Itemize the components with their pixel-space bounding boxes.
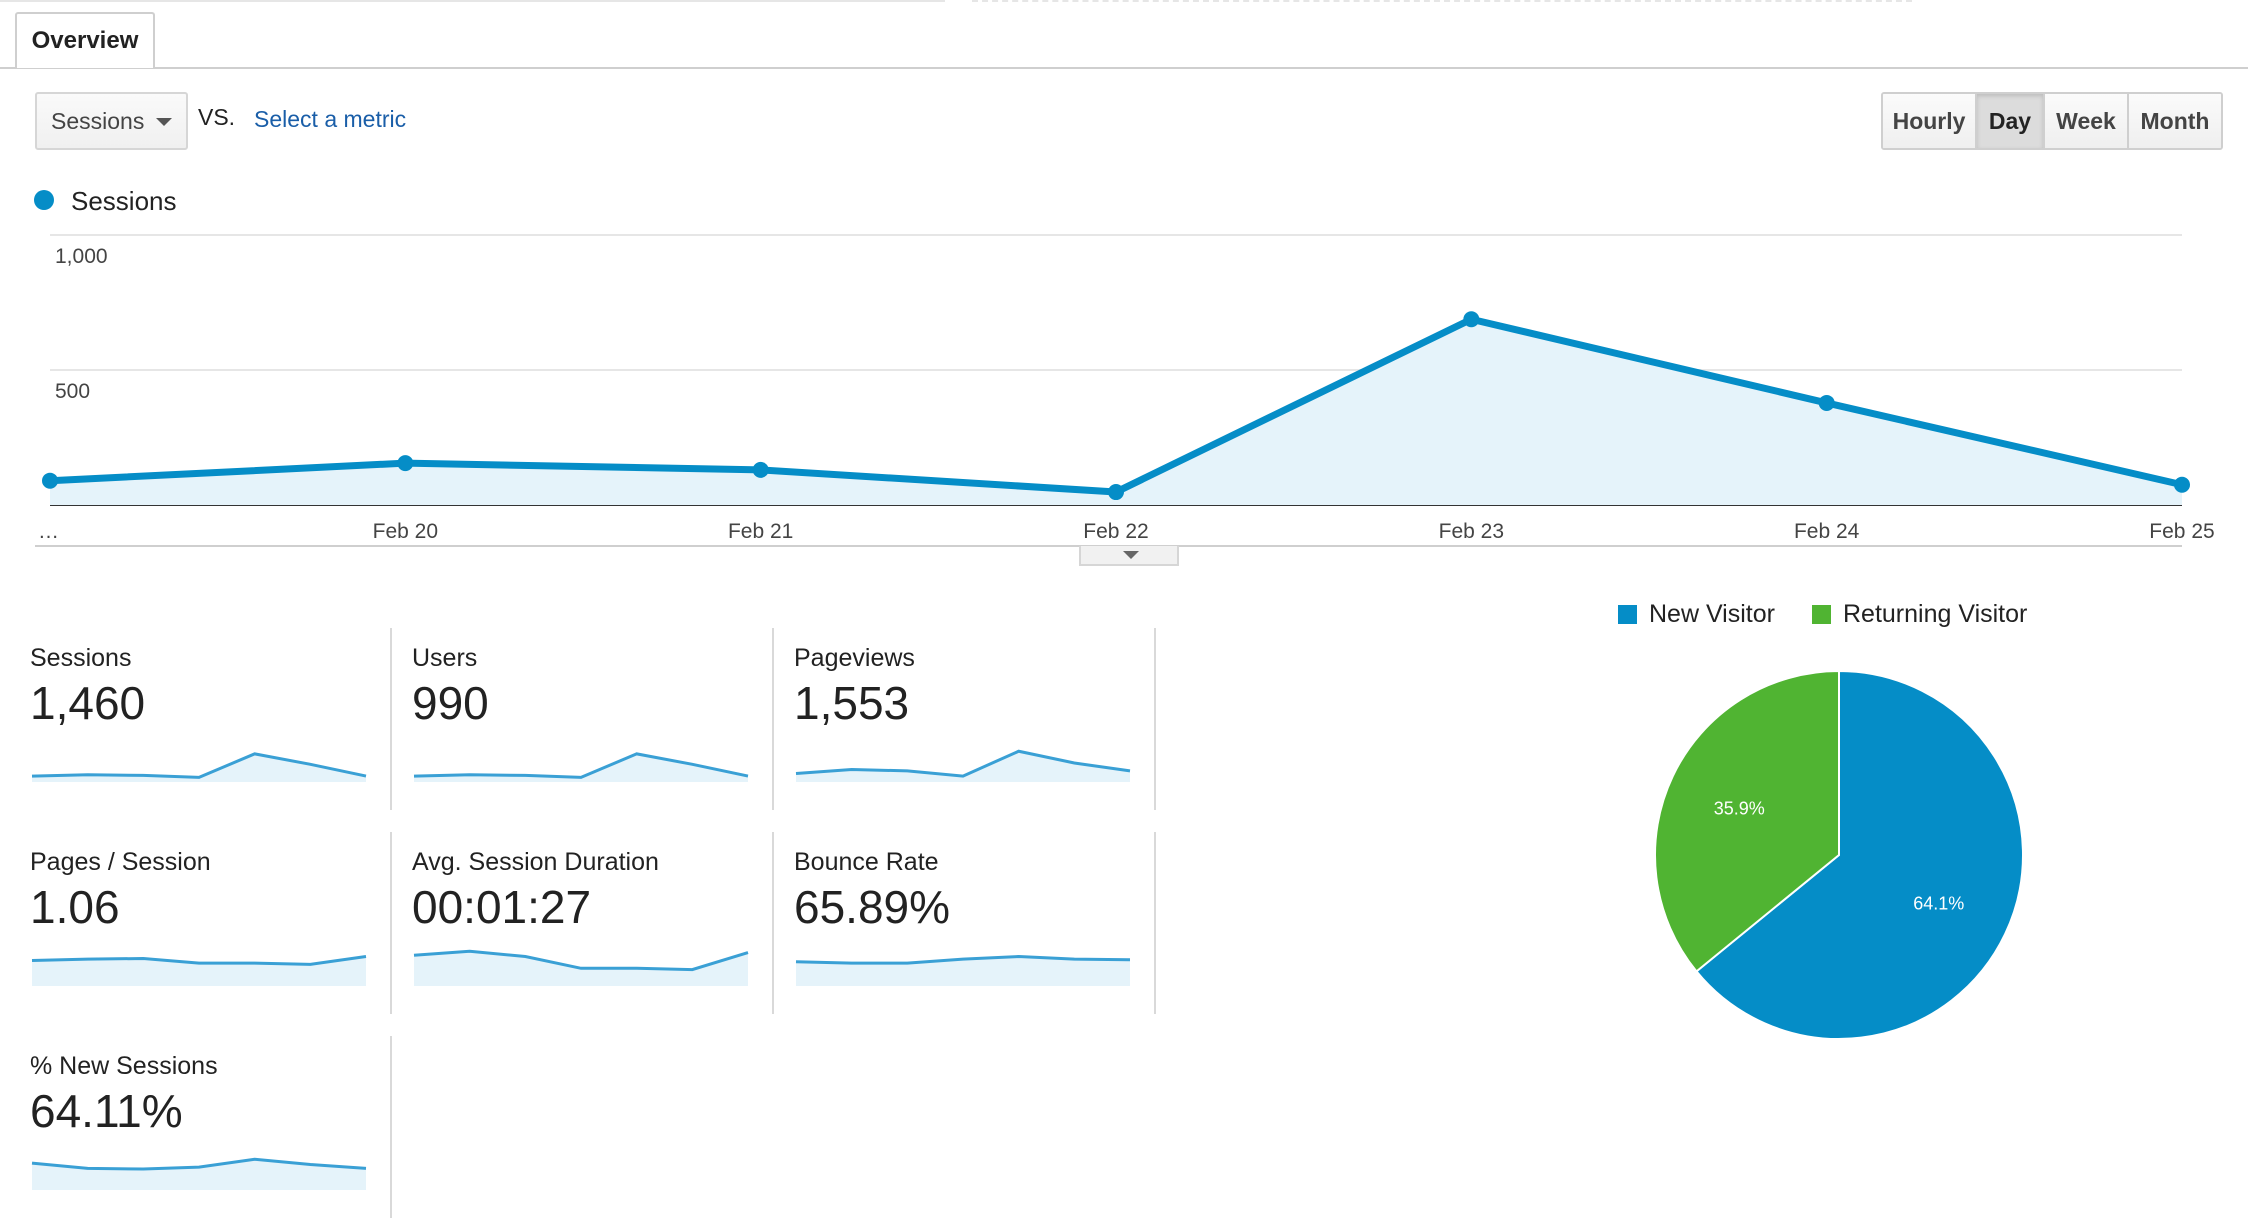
pie-slice-label: 64.1% xyxy=(1913,893,1964,913)
week-button[interactable]: Week xyxy=(2045,94,2129,148)
tab-overview[interactable]: Overview xyxy=(15,12,155,68)
sparkline-fill xyxy=(796,751,1130,782)
vs-label: VS. xyxy=(198,104,236,130)
sparkline-fill xyxy=(796,956,1130,986)
metric-label: Sessions xyxy=(30,644,132,672)
sparkline-line xyxy=(31,752,367,779)
metric-value: 990 xyxy=(412,677,489,729)
tile-divider xyxy=(1154,832,1156,1014)
tile-divider xyxy=(772,832,774,1014)
sparkline-line xyxy=(795,749,1131,778)
data-point[interactable] xyxy=(1463,311,1480,328)
pie-slice[interactable] xyxy=(1695,669,2024,1040)
metric-label: Bounce Rate xyxy=(794,848,939,876)
metric-label: Users xyxy=(412,644,478,672)
x-tick-label: Feb 23 xyxy=(1439,520,1504,543)
series-legend-dot xyxy=(34,190,54,210)
x-tick-label: Feb 20 xyxy=(373,520,438,543)
metric-value: 1,553 xyxy=(794,677,910,729)
returning-visitor-swatch xyxy=(1812,605,1831,624)
metric-sparkline xyxy=(413,949,749,986)
day-button[interactable]: Day xyxy=(1977,94,2045,148)
sparkline-fill xyxy=(32,753,366,782)
sparkline-line xyxy=(795,955,1131,965)
metric-label: Pageviews xyxy=(794,644,915,672)
x-tick-label: Feb 22 xyxy=(1083,520,1148,543)
top-divider-dashed xyxy=(972,0,1912,2)
metric-tile[interactable]: Avg. Session Duration 00:01:27 xyxy=(382,832,774,1016)
pie-slice-label: 35.9% xyxy=(1714,799,1765,819)
data-point[interactable] xyxy=(752,461,769,478)
metric-value: 00:01:27 xyxy=(412,881,592,933)
y-tick-label: 500 xyxy=(55,380,90,403)
metric-tile[interactable]: Users 990 xyxy=(382,628,774,812)
sessions-area-fill xyxy=(50,319,2182,505)
data-point[interactable] xyxy=(2174,476,2190,493)
metric-value: 1.06 xyxy=(30,881,120,933)
metric-dropdown-label: Sessions xyxy=(51,107,145,134)
sparkline-fill xyxy=(32,1159,366,1190)
metric-value: 65.89% xyxy=(794,881,951,933)
metric-tile[interactable]: Sessions 1,460 xyxy=(0,628,392,812)
select-metric-link[interactable]: Select a metric xyxy=(254,106,407,132)
metric-sparkline xyxy=(31,1157,367,1190)
data-point[interactable] xyxy=(1108,484,1124,501)
pie-legend-new: New Visitor xyxy=(1618,600,1775,629)
tile-divider xyxy=(390,1036,392,1218)
x-tick-label: Feb 24 xyxy=(1794,520,1860,543)
month-button[interactable]: Month xyxy=(2129,94,2221,148)
tile-divider xyxy=(1154,628,1156,810)
tab-baseline xyxy=(0,67,2248,69)
tile-divider xyxy=(772,628,774,810)
metric-value: 1,460 xyxy=(30,677,146,729)
x-tick-label: Feb 21 xyxy=(728,520,793,543)
data-point[interactable] xyxy=(397,455,414,472)
visitor-pie-chart: 64.1% 35.9% xyxy=(1654,669,2024,1040)
metric-sparkline xyxy=(795,749,1131,782)
metric-value: 64.11% xyxy=(30,1085,183,1137)
data-point[interactable] xyxy=(1818,394,1835,411)
metric-sparkline xyxy=(795,955,1131,986)
new-visitor-swatch xyxy=(1618,605,1637,624)
x-tick-label: Feb 25 xyxy=(2149,520,2214,543)
sparkline-line xyxy=(413,752,749,779)
pie-legend-label-new: New Visitor xyxy=(1649,600,1775,628)
metric-tile[interactable]: Pageviews 1,553 xyxy=(764,628,1156,812)
pie-slice[interactable] xyxy=(1654,669,1840,973)
series-legend-label: Sessions xyxy=(71,186,177,216)
sparkline-line xyxy=(31,1157,367,1171)
sparkline-line xyxy=(413,949,749,972)
data-point[interactable] xyxy=(42,472,58,489)
metric-sparkline xyxy=(31,752,367,782)
pie-legend-returning: Returning Visitor xyxy=(1812,600,2027,629)
pie-legend-label-returning: Returning Visitor xyxy=(1843,600,2028,628)
metric-tile[interactable]: Pages / Session 1.06 xyxy=(0,832,392,1016)
sparkline-line xyxy=(31,955,367,966)
granularity-toggle: Hourly Day Week Month xyxy=(1881,92,2223,150)
metric-sparkline xyxy=(31,955,367,986)
metric-label: Pages / Session xyxy=(30,848,211,876)
sparkline-fill xyxy=(414,753,748,782)
sparkline-fill xyxy=(32,956,366,986)
top-divider xyxy=(0,0,945,2)
metric-tile[interactable]: Bounce Rate 65.89% xyxy=(764,832,1156,1016)
metric-tile[interactable]: % New Sessions 64.11% xyxy=(0,1036,392,1220)
chevron-down-icon xyxy=(1123,551,1139,559)
tile-divider xyxy=(390,628,392,810)
metric-label: % New Sessions xyxy=(30,1052,218,1080)
chart-collapse-handle[interactable] xyxy=(1079,546,1179,566)
y-tick-label: 1,000 xyxy=(55,245,108,268)
metric-sparkline xyxy=(413,752,749,782)
hourly-button[interactable]: Hourly xyxy=(1883,94,1977,148)
sessions-line-chart: 1,000 500 … Feb 20 Feb 21 Feb 22 Feb 23 Feb 24 F… xyxy=(35,234,2215,547)
metric-label: Avg. Session Duration xyxy=(412,848,659,876)
chevron-down-icon xyxy=(156,118,172,126)
tile-divider xyxy=(390,832,392,1014)
x-tick-label: … xyxy=(38,520,59,543)
metric-dropdown[interactable]: Sessions xyxy=(35,92,188,150)
